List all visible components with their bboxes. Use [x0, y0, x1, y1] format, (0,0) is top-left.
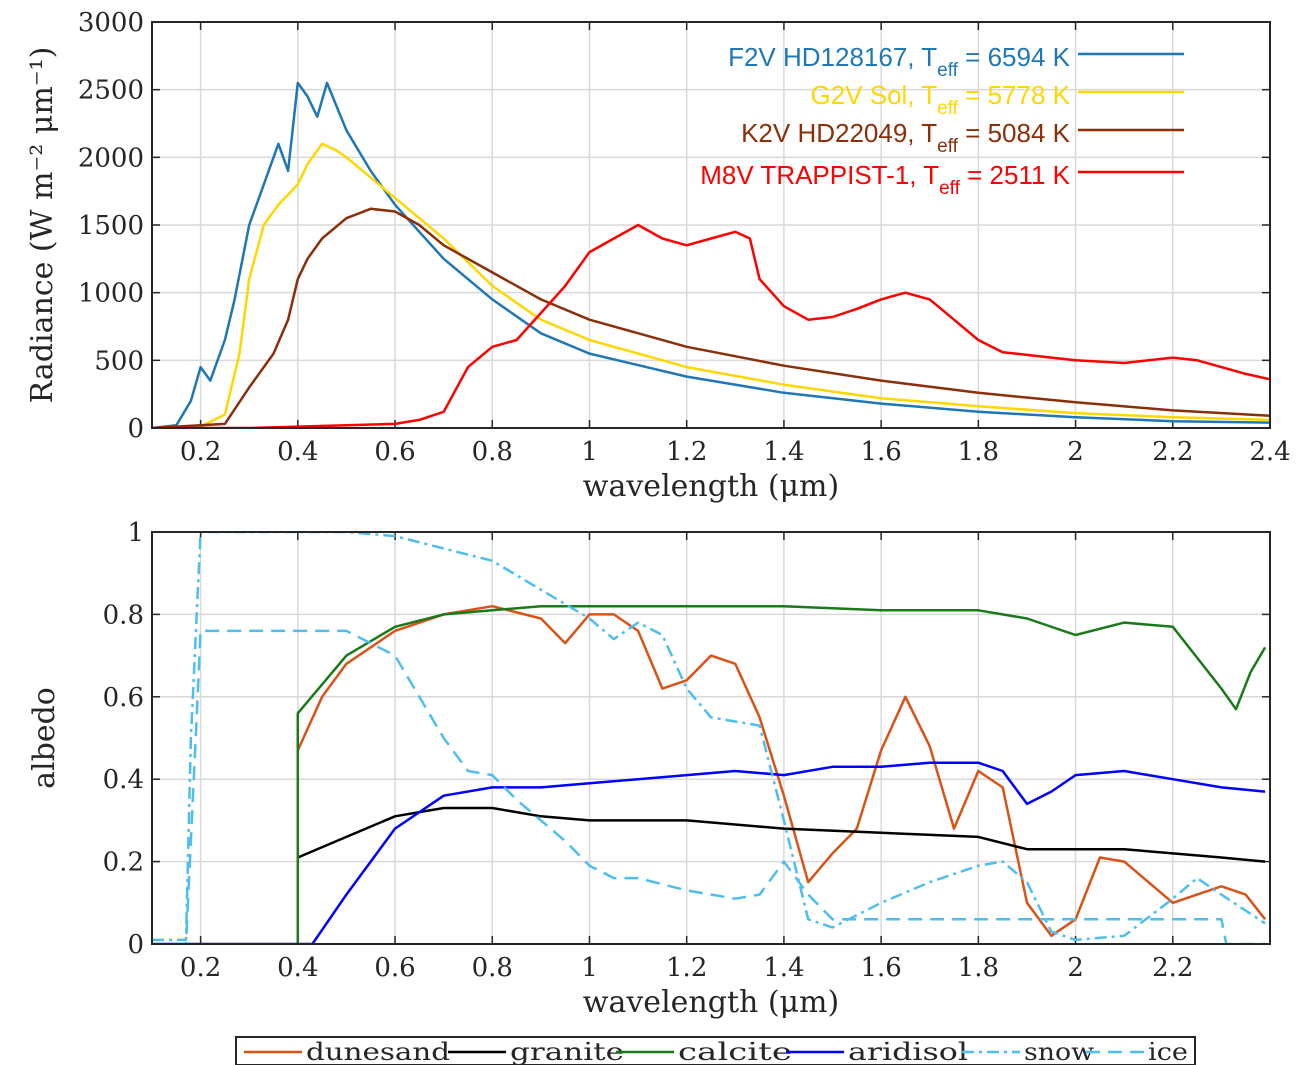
x-axis-label: wavelength (μm) [583, 985, 839, 1020]
y-tick-label: 500 [94, 346, 144, 376]
albedo-legend: dunesand granite calcite aridisol snow ice [235, 1036, 1196, 1065]
x-tick-label: 1 [581, 437, 598, 467]
y-axis-label: albedo [27, 687, 62, 789]
x-tick-label: 0.8 [472, 953, 513, 983]
x-tick-label: 1.8 [958, 437, 999, 467]
x-tick-label: 1.6 [860, 437, 901, 467]
legend-label-ice: ice [1148, 1038, 1188, 1065]
legend-label-granite: granite [510, 1038, 624, 1065]
x-axis-label: wavelength (μm) [583, 469, 839, 504]
series-line-m8v-trappist-1 [152, 223, 1270, 428]
y-tick-label: 3000 [78, 8, 144, 38]
legend-entry-label: G2V Sol, Teff = 5778 K [810, 80, 1070, 119]
y-tick-label: 0 [127, 930, 144, 960]
series-line-k2v-hd22049 [152, 207, 1270, 428]
series-line-g2v-sol [152, 142, 1270, 428]
y-tick-label: 0.2 [103, 848, 144, 878]
x-tick-label: 0.2 [180, 953, 221, 983]
series-line-aridisol [152, 761, 1266, 944]
x-tick-label: 0.4 [277, 437, 318, 467]
y-tick-label: 0.4 [103, 765, 144, 795]
y-tick-label: 1 [127, 518, 144, 548]
x-tick-label: 0.6 [374, 953, 415, 983]
series-line-snow [152, 532, 1266, 942]
y-tick-label: 0.8 [103, 600, 144, 630]
legend-entry-label: F2V HD128167, Teff = 6594 K [728, 42, 1071, 81]
x-tick-label: 1.4 [763, 953, 804, 983]
y-tick-label: 2500 [78, 76, 144, 106]
x-tick-label: 1.2 [666, 437, 707, 467]
x-tick-label: 2.2 [1152, 953, 1193, 983]
y-tick-label: 0.6 [103, 683, 144, 713]
x-tick-label: 0.6 [374, 437, 415, 467]
axes-frame [151, 531, 1271, 945]
series-line-f2v-hd128167 [152, 81, 1270, 428]
x-tick-label: 1.2 [666, 953, 707, 983]
x-tick-label: 2 [1067, 437, 1084, 467]
legend-entry-label: M8V TRAPPIST-1, Teff = 2511 K [700, 160, 1070, 199]
albedo-panel: 0.2 0.4 0.6 0.8 1 1.2 1.4 1.6 1.8 2 2.2 0 0.2 0.4 0.6 0… [27, 518, 1271, 1020]
legend-label-dunesand: dunesand [306, 1038, 450, 1065]
x-tick-label: 1.8 [958, 953, 999, 983]
series-line-ice [152, 629, 1266, 944]
legend-box [235, 1036, 1196, 1065]
y-tick-label: 0 [127, 414, 144, 444]
x-tick-label: 1.4 [763, 437, 804, 467]
series-group [152, 81, 1270, 428]
y-tick-label: 1500 [78, 211, 144, 241]
x-tick-label: 1 [581, 953, 598, 983]
y-tick-label: 1000 [78, 279, 144, 309]
series-line-dunesand [296, 604, 1267, 938]
x-tick-label: 0.4 [277, 953, 318, 983]
x-tick-label: 0.8 [472, 437, 513, 467]
legend-entry-label: K2V HD22049, Teff = 5084 K [741, 118, 1071, 157]
legend-label-snow: snow [1024, 1038, 1095, 1065]
radiance-panel: 0.2 0.4 0.6 0.8 1 1.2 1.4 1.6 1.8 2 2.2 2.4 0 500 1000… [25, 8, 1291, 504]
series-line-granite [297, 806, 1266, 863]
series-line-calcite [296, 604, 1267, 944]
legend-label-aridisol: aridisol [848, 1038, 968, 1065]
legend-label-calcite: calcite [678, 1038, 792, 1065]
series-group [152, 532, 1267, 944]
x-tick-label: 2.2 [1152, 437, 1193, 467]
plot-area [152, 532, 1270, 944]
x-tick-label: 0.2 [180, 437, 221, 467]
x-tick-label: 2 [1067, 953, 1084, 983]
y-axis-label: Radiance (W m⁻² μm⁻¹) [25, 47, 60, 404]
y-tick-label: 2000 [78, 143, 144, 173]
axes-frame [151, 21, 1271, 429]
x-tick-label: 2.4 [1249, 437, 1290, 467]
x-tick-label: 1.6 [860, 953, 901, 983]
